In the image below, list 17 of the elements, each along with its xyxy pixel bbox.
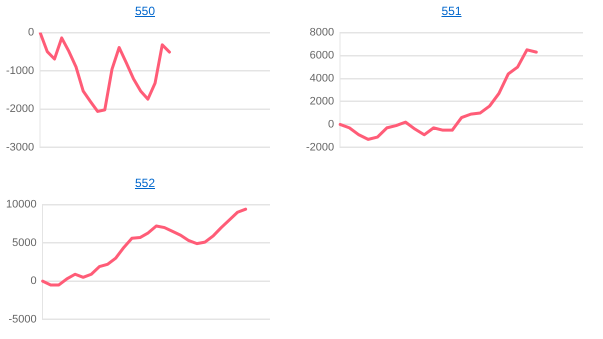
y-tick-label: -2000 [306,141,334,154]
y-tick-label: -1000 [6,64,34,77]
y-tick-label: 10000 [6,198,37,211]
y-tick-label: 0 [328,118,334,130]
y-tick-label: 0 [28,26,34,39]
chart-title: 550 [134,3,156,20]
y-tick-label: 4000 [310,72,334,85]
chart-title: 552 [134,175,156,192]
y-tick-label: -5000 [8,313,37,326]
y-tick-label: 8000 [310,26,334,39]
y-tick-label: -3000 [6,141,34,154]
y-tick-label: -2000 [6,103,34,116]
y-tick-label: 6000 [310,50,334,62]
y-tick-label: 5000 [12,236,37,249]
chart-title: 551 [440,3,463,20]
y-tick-label: 2000 [310,96,334,108]
y-tick-label: 0 [30,275,37,288]
